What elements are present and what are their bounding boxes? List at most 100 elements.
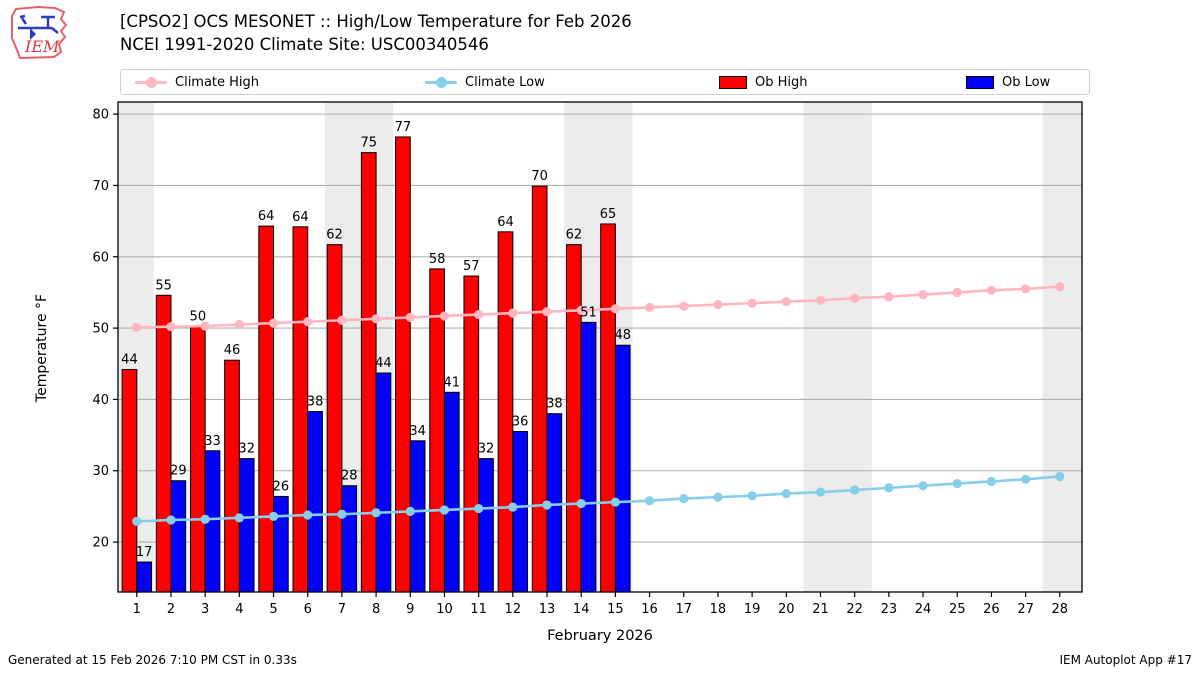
ob-low-bar: [273, 495, 289, 593]
x-tick-label: 22: [846, 602, 863, 617]
climate-low-marker: [884, 483, 894, 493]
climate-high-marker: [781, 297, 791, 307]
x-tick-label: 25: [949, 602, 966, 617]
y-tick-label: 40: [92, 393, 109, 408]
ob-high-value-label: 57: [463, 259, 480, 274]
ob-high-bar: [360, 152, 377, 593]
x-tick-label: 14: [573, 602, 590, 617]
ob-low-bar: [478, 458, 494, 593]
climate-low-marker: [303, 510, 313, 520]
x-tick-label: 8: [372, 602, 380, 617]
ob-low-bar: [307, 411, 323, 593]
ob-high-value-label: 55: [155, 278, 172, 293]
climate-low-line-icon: [425, 76, 457, 88]
ob-low-bar: [170, 480, 187, 593]
climate-high-marker: [303, 317, 313, 327]
y-tick-label: 60: [92, 250, 109, 265]
x-tick-label: 7: [338, 602, 346, 617]
ob-high-value-label: 62: [326, 228, 343, 243]
climate-low-marker: [474, 503, 484, 514]
climate-high-marker: [952, 287, 962, 298]
climate-high-marker: [1055, 282, 1065, 292]
climate-low-marker: [371, 508, 381, 518]
climate-high-marker: [508, 308, 518, 318]
ob-high-bar: [155, 294, 172, 593]
ob-high-bar: [531, 185, 548, 593]
ob-high-bar: [224, 359, 240, 593]
legend-item-climate-low: Climate Low: [425, 70, 545, 94]
weekend-band: [803, 102, 872, 592]
plot-border: [117, 101, 1083, 593]
climate-high-marker: [679, 301, 689, 311]
ob-high-value-label: 64: [292, 210, 309, 225]
climate-high-marker: [610, 304, 620, 314]
climate-low-marker: [1020, 474, 1031, 484]
x-tick-label: 6: [304, 602, 312, 617]
climate-low-line: [136, 475, 1060, 523]
chart-canvas: 4417552950334632642664386228754477345841…: [92, 101, 1083, 617]
ob-low-bar: [375, 372, 392, 593]
ob-low-value-label: 38: [307, 395, 324, 410]
ob-low-value-label: 51: [580, 305, 597, 320]
climate-low-marker: [747, 491, 757, 501]
ob-low-value-label: 38: [546, 397, 563, 412]
climate-high-marker: [815, 295, 826, 305]
x-tick-label: 21: [812, 602, 829, 617]
legend-label: Ob High: [755, 74, 808, 90]
climate-high-marker: [405, 312, 415, 323]
climate-low-marker: [679, 493, 689, 504]
ob-high-value-label: 62: [566, 228, 583, 243]
y-axis-label: Temperature °F: [34, 293, 50, 403]
weather-station-icon: [18, 14, 59, 34]
x-tick-label: 12: [505, 602, 522, 617]
climate-low-marker: [268, 511, 279, 521]
climate-high-marker: [268, 318, 279, 328]
y-tick-label: 70: [92, 179, 109, 194]
x-tick-label: 15: [607, 602, 624, 617]
climate-low-marker: [815, 487, 826, 497]
ob-low-bar: [136, 561, 153, 593]
climate-high-marker: [166, 322, 176, 332]
ob-low-value-label: 28: [341, 469, 358, 484]
ob-low-value-label: 29: [170, 464, 187, 479]
ob-low-value-label: 36: [512, 415, 529, 430]
ob-high-value-label: 64: [258, 209, 275, 224]
climate-low-marker: [952, 478, 962, 489]
climate-high-marker: [234, 319, 244, 330]
legend-item-climate-high: Climate High: [135, 70, 259, 94]
ob-high-bar: [395, 136, 411, 593]
iem-logo: IEM: [8, 4, 70, 64]
climate-high-marker: [337, 315, 347, 325]
x-tick-label: 19: [744, 602, 761, 617]
ob-high-bar: [326, 244, 343, 593]
chart-legend: Climate High Climate Low Ob High Ob Low: [120, 69, 1090, 95]
ob-high-value-label: 77: [395, 120, 412, 135]
climate-low-marker: [986, 476, 997, 487]
ob-low-bar: [409, 440, 426, 593]
ob-high-bar: [189, 326, 206, 593]
climate-low-marker: [918, 481, 928, 491]
x-tick-label: 5: [269, 602, 277, 617]
ob-low-value-label: 48: [614, 328, 631, 343]
ob-high-value-label: 65: [600, 207, 617, 222]
x-tick-label: 13: [539, 602, 556, 617]
x-tick-label: 1: [133, 602, 141, 617]
climate-high-marker: [884, 292, 894, 302]
legend-label: Climate High: [175, 74, 260, 90]
climate-high-marker: [850, 293, 860, 303]
climate-low-marker: [405, 506, 415, 517]
climate-low-marker: [1055, 471, 1065, 482]
ob-high-value-label: 70: [531, 169, 548, 184]
ob-low-value-label: 32: [238, 442, 255, 457]
climate-low-marker: [337, 509, 347, 519]
climate-high-marker: [474, 309, 484, 320]
x-tick-label: 10: [436, 602, 453, 617]
climate-high-marker: [713, 299, 723, 310]
climate-high-marker: [918, 289, 928, 300]
climate-high-marker: [200, 321, 210, 331]
legend-label: Ob Low: [1002, 74, 1051, 90]
temperature-chart: 44 17 55 29 50 33 46 32 64 26 64 38 62 28 75 44 77 34 58 41…: [0, 96, 1200, 626]
y-tick-label: 80: [92, 108, 109, 123]
climate-low-marker: [576, 498, 586, 509]
x-tick-label: 26: [983, 602, 1000, 617]
